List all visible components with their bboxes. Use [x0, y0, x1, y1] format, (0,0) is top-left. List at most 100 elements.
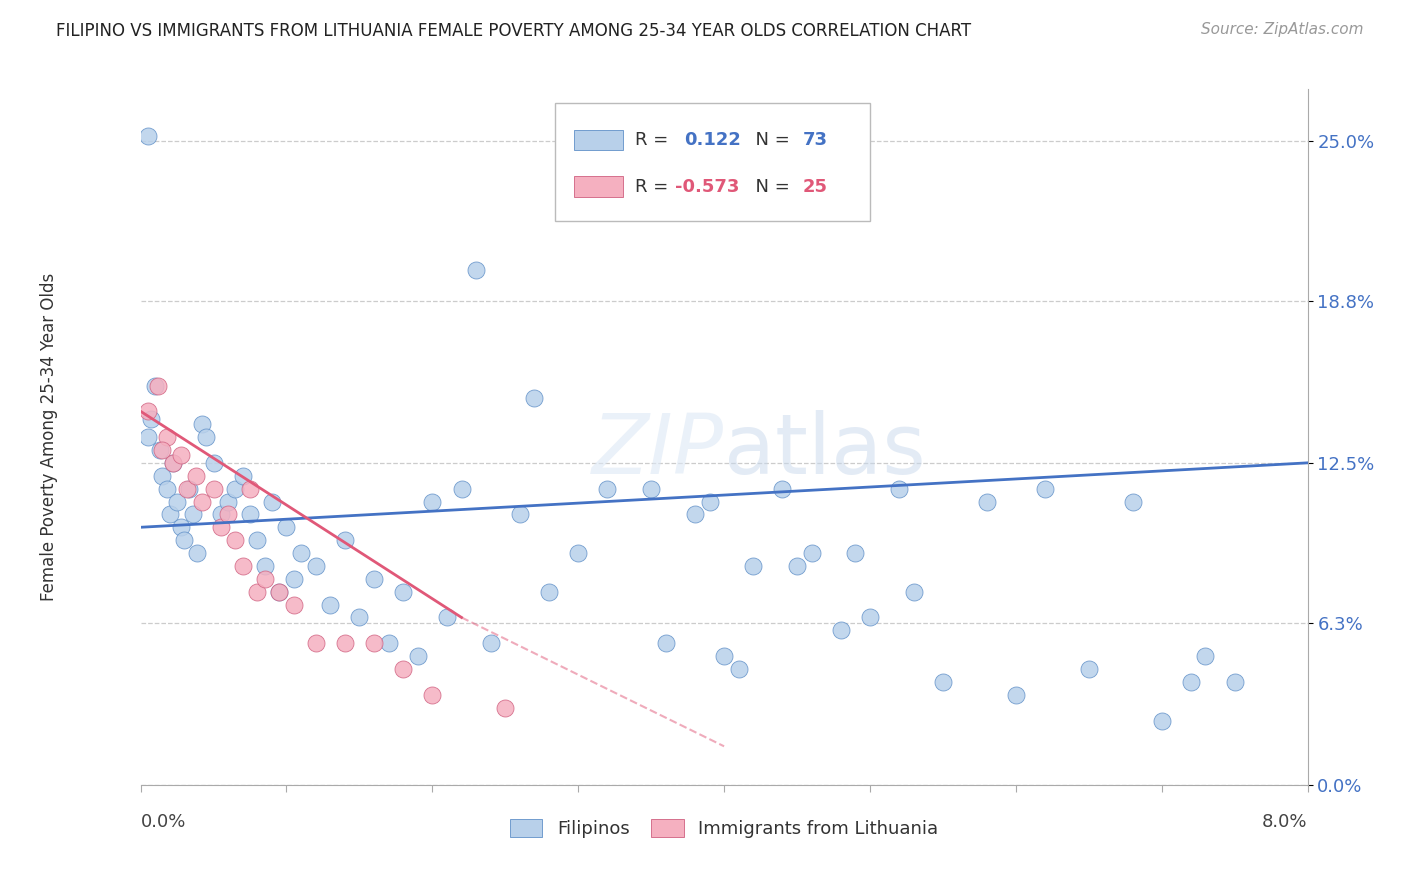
Point	[170, 520, 193, 534]
Point	[640, 482, 662, 496]
FancyBboxPatch shape	[555, 103, 870, 221]
Point	[181, 508, 204, 522]
Point	[143, 378, 166, 392]
Point	[202, 456, 225, 470]
Text: 73: 73	[803, 131, 827, 149]
Text: Source: ZipAtlas.com: Source: ZipAtlas.com	[1201, 22, 1364, 37]
Point	[269, 584, 291, 599]
Point	[422, 494, 444, 508]
Point	[146, 378, 169, 392]
Point	[173, 533, 195, 548]
Text: atlas: atlas	[724, 410, 925, 491]
Point	[1033, 482, 1056, 496]
Point	[422, 688, 444, 702]
Point	[232, 558, 254, 573]
Point	[159, 508, 181, 522]
Point	[304, 558, 326, 573]
Point	[232, 468, 254, 483]
Text: N =: N =	[744, 178, 796, 195]
Point	[260, 494, 283, 508]
Point	[1194, 649, 1216, 664]
Text: 8.0%: 8.0%	[1263, 813, 1308, 830]
Point	[246, 533, 269, 548]
Text: FILIPINO VS IMMIGRANTS FROM LITHUANIA FEMALE POVERTY AMONG 25-34 YEAR OLDS CORRE: FILIPINO VS IMMIGRANTS FROM LITHUANIA FE…	[56, 22, 972, 40]
Point	[1122, 494, 1144, 508]
Point	[170, 448, 193, 462]
Point	[253, 572, 276, 586]
Point	[1223, 674, 1246, 689]
Point	[224, 482, 246, 496]
Point	[319, 598, 342, 612]
Point	[349, 610, 371, 624]
Point	[713, 649, 735, 664]
Point	[304, 636, 326, 650]
Point	[333, 636, 356, 650]
Point	[1150, 714, 1173, 728]
Point	[727, 662, 749, 676]
Point	[1077, 662, 1099, 676]
Point	[191, 417, 214, 432]
Point	[162, 456, 184, 470]
Point	[479, 636, 502, 650]
Point	[177, 482, 200, 496]
Point	[166, 494, 188, 508]
Text: -0.573: -0.573	[675, 178, 740, 195]
Point	[239, 482, 262, 496]
Point	[276, 520, 298, 534]
Point	[269, 584, 291, 599]
Point	[567, 546, 589, 560]
Point	[246, 584, 269, 599]
Point	[655, 636, 678, 650]
Point	[217, 508, 239, 522]
Text: R =: R =	[636, 131, 681, 149]
Point	[176, 482, 198, 496]
Point	[742, 558, 765, 573]
Point	[333, 533, 356, 548]
Point	[217, 494, 239, 508]
Point	[392, 662, 415, 676]
Point	[136, 404, 159, 418]
Point	[191, 494, 214, 508]
Point	[152, 468, 174, 483]
Text: Female Poverty Among 25-34 Year Olds: Female Poverty Among 25-34 Year Olds	[41, 273, 58, 601]
Point	[152, 442, 174, 457]
Point	[537, 584, 560, 599]
Point	[830, 624, 852, 638]
Point	[509, 508, 531, 522]
Point	[406, 649, 429, 664]
Point	[450, 482, 472, 496]
FancyBboxPatch shape	[574, 177, 623, 197]
Point	[202, 482, 225, 496]
Point	[162, 456, 184, 470]
Point	[436, 610, 458, 624]
Point	[156, 482, 179, 496]
Text: ZIP: ZIP	[592, 410, 724, 491]
Point	[184, 468, 207, 483]
Point	[136, 430, 159, 444]
Text: R =: R =	[636, 178, 675, 195]
Point	[290, 546, 312, 560]
Point	[903, 584, 925, 599]
FancyBboxPatch shape	[574, 129, 623, 151]
Point	[239, 508, 262, 522]
Point	[156, 430, 179, 444]
Text: 25: 25	[803, 178, 827, 195]
Point	[932, 674, 955, 689]
Point	[195, 430, 218, 444]
Point	[523, 392, 546, 406]
Point	[859, 610, 882, 624]
Point	[139, 412, 162, 426]
Point	[363, 572, 385, 586]
Point	[392, 584, 415, 599]
Point	[363, 636, 385, 650]
Point	[209, 520, 232, 534]
Point	[377, 636, 399, 650]
Point	[148, 442, 170, 457]
Text: 0.0%: 0.0%	[141, 813, 186, 830]
Text: 0.122: 0.122	[685, 131, 741, 149]
Point	[976, 494, 998, 508]
Point	[1004, 688, 1026, 702]
Point	[283, 572, 305, 586]
Point	[844, 546, 866, 560]
Point	[889, 482, 911, 496]
